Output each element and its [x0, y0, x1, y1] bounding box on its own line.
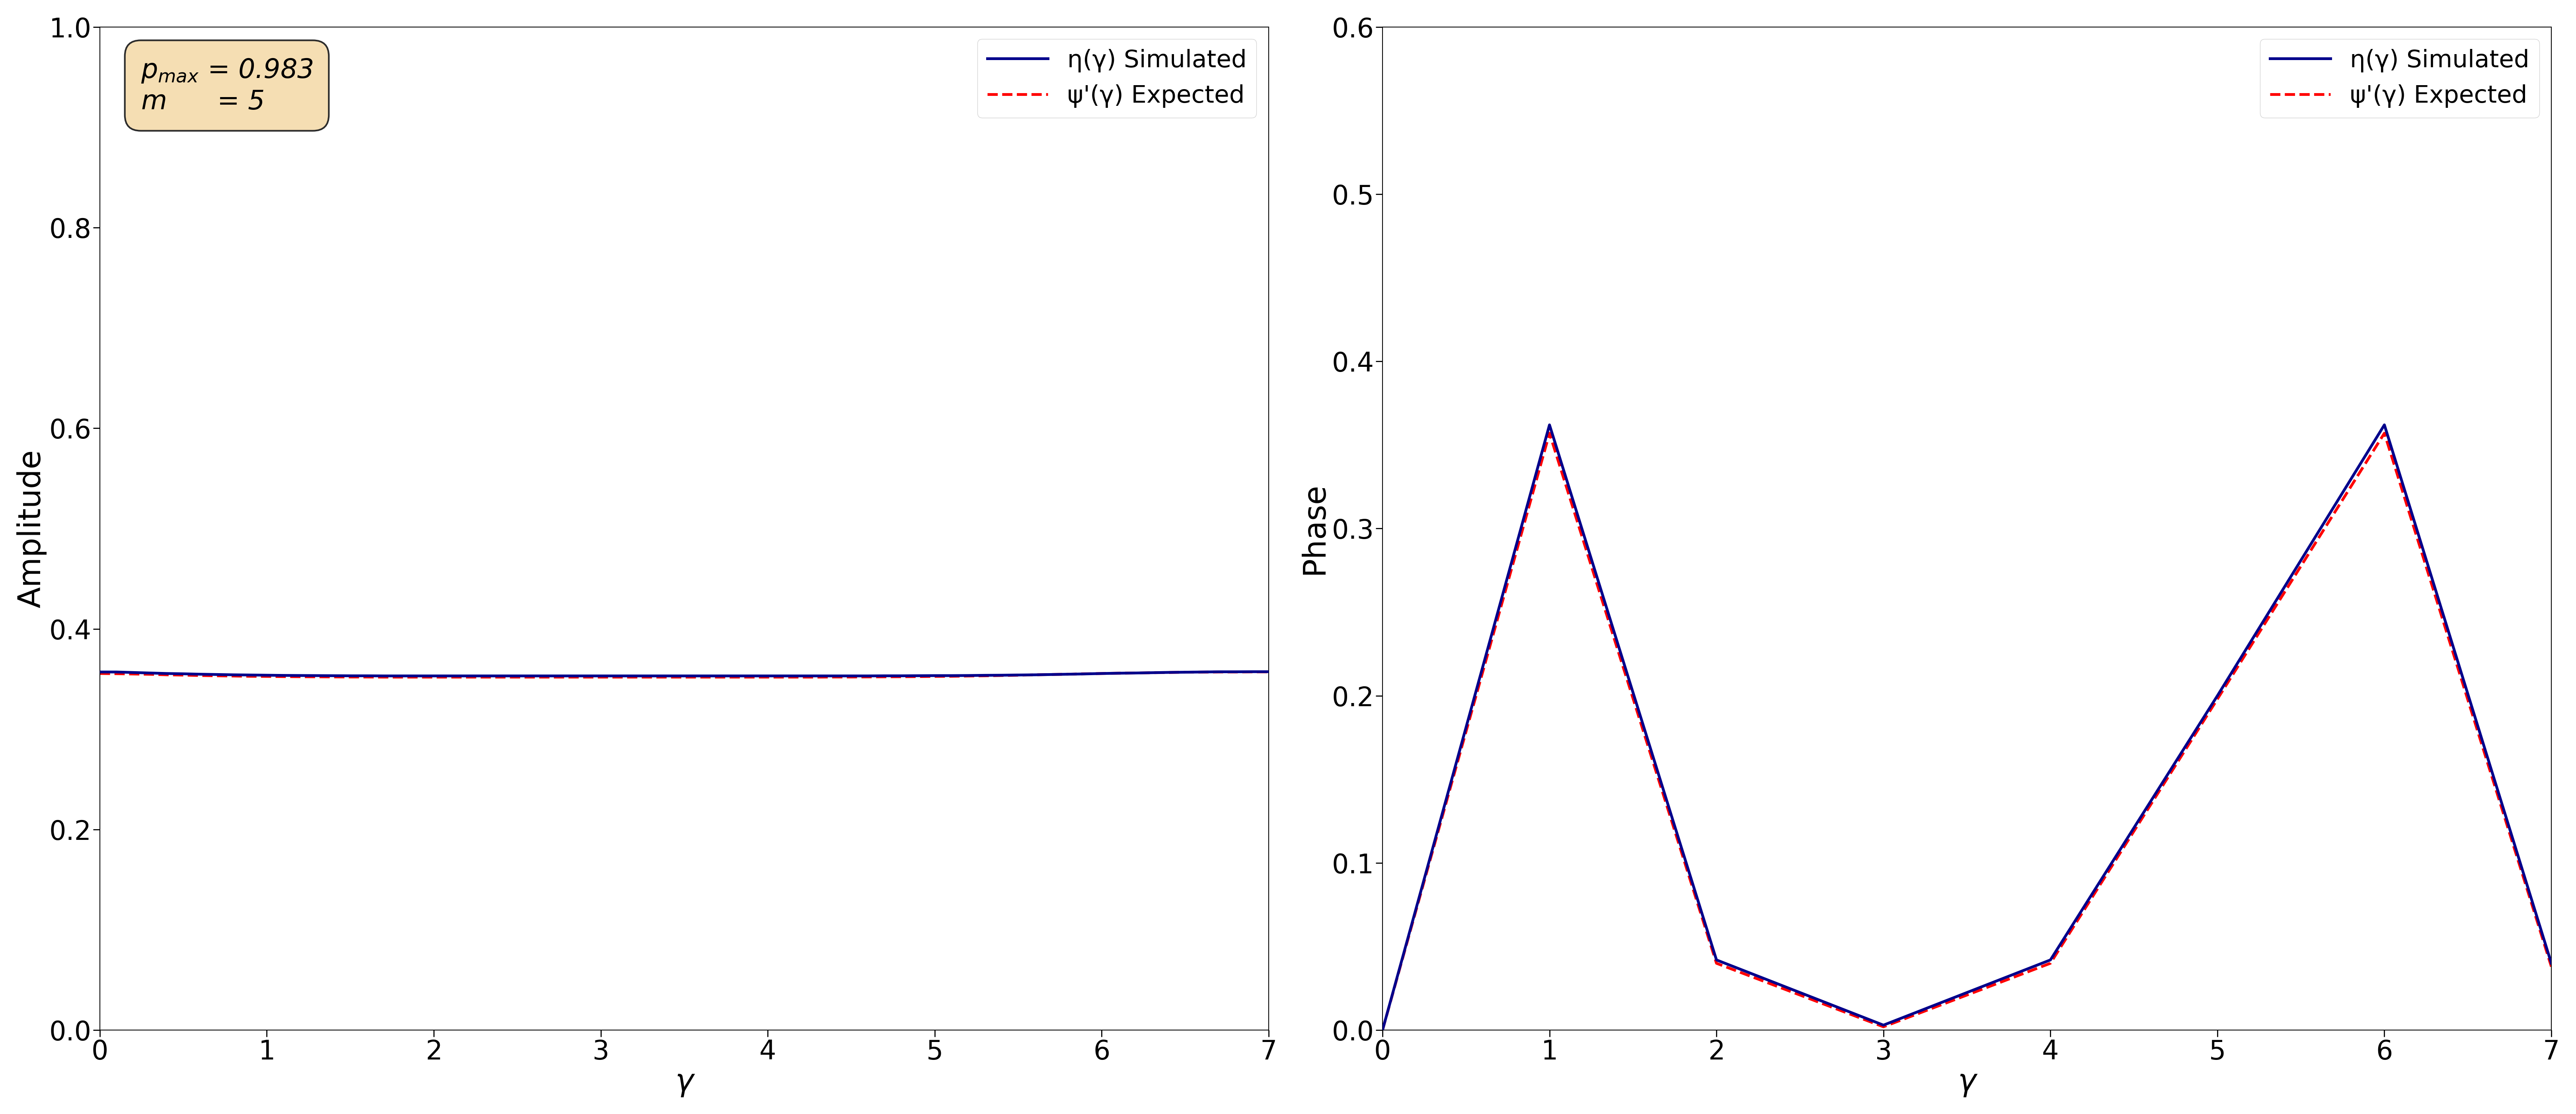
Text: $p_{max}$ = 0.983
$m$      = 5: $p_{max}$ = 0.983 $m$ = 5	[142, 57, 312, 115]
X-axis label: γ: γ	[1958, 1067, 1976, 1097]
Y-axis label: Phase: Phase	[1298, 482, 1329, 575]
Legend: η(γ) Simulated, ψ'(γ) Expected: η(γ) Simulated, ψ'(γ) Expected	[2259, 39, 2540, 118]
Legend: η(γ) Simulated, ψ'(γ) Expected: η(γ) Simulated, ψ'(γ) Expected	[976, 39, 1257, 118]
X-axis label: γ: γ	[675, 1067, 693, 1097]
Y-axis label: Amplitude: Amplitude	[15, 449, 46, 608]
